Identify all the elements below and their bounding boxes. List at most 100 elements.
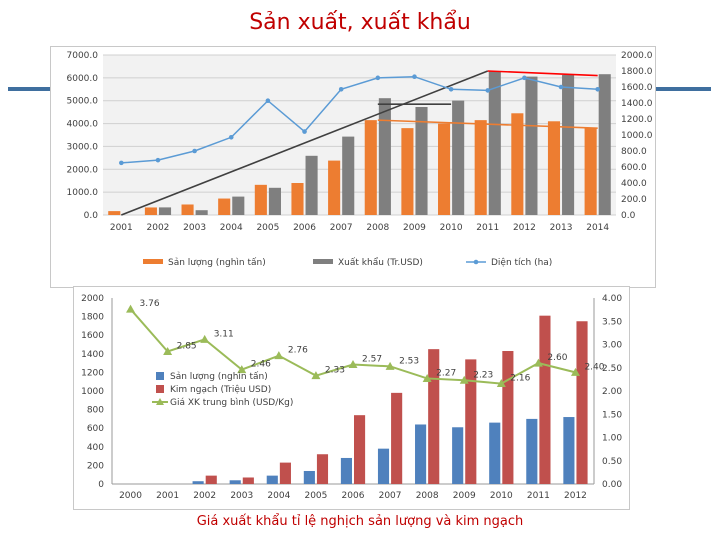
area-point bbox=[558, 84, 564, 90]
legend-marker bbox=[473, 259, 479, 265]
volume-bar bbox=[489, 422, 501, 484]
export-bar bbox=[378, 98, 391, 215]
export-bar bbox=[598, 74, 611, 215]
area-point bbox=[485, 88, 491, 93]
price-point bbox=[237, 365, 247, 374]
x-tick-label: 2011 bbox=[476, 223, 499, 233]
export-bar bbox=[452, 100, 465, 215]
price-data-label: 2.23 bbox=[473, 370, 493, 380]
area-point bbox=[228, 134, 234, 140]
price-point bbox=[274, 351, 284, 360]
x-tick-label: 2012 bbox=[564, 491, 587, 501]
value-bar bbox=[279, 462, 291, 484]
production-bar bbox=[511, 113, 524, 215]
price-point bbox=[533, 358, 543, 367]
area-point bbox=[302, 129, 307, 134]
y-right-tick-label: 0.50 bbox=[602, 457, 622, 467]
volume-bar bbox=[192, 481, 204, 484]
y-left-tick-label: 400 bbox=[87, 443, 104, 453]
y-right-tick-label: 3.00 bbox=[602, 341, 622, 351]
area-point bbox=[595, 86, 600, 92]
price-data-label: 3.76 bbox=[140, 299, 160, 309]
value-bar bbox=[205, 475, 217, 484]
peak-trend-line bbox=[487, 70, 598, 77]
volume-bar bbox=[266, 475, 278, 484]
x-tick-label: 2005 bbox=[256, 223, 279, 233]
price-data-label: 2.16 bbox=[510, 374, 530, 384]
volume-bar bbox=[526, 418, 538, 484]
legend-swatch bbox=[156, 372, 164, 380]
price-data-label: 2.85 bbox=[177, 341, 197, 351]
production-bar bbox=[291, 183, 304, 215]
production-bar bbox=[254, 184, 267, 215]
price-data-label: 2.27 bbox=[436, 368, 456, 378]
volume-bar bbox=[303, 470, 315, 484]
price-data-label: 2.57 bbox=[362, 354, 382, 364]
y-right-tick-label: 1400.0 bbox=[621, 99, 653, 109]
y-left-tick-label: 2000 bbox=[81, 294, 104, 304]
y-left-tick-label: 6000.0 bbox=[67, 74, 99, 84]
production-bar bbox=[364, 120, 377, 215]
area-point bbox=[412, 74, 417, 80]
x-tick-label: 2009 bbox=[453, 491, 476, 501]
production-trend-line bbox=[377, 119, 598, 129]
x-tick-label: 2007 bbox=[330, 223, 353, 233]
price-volume-chart-svg: 0 200 400 600 800 1000 1200 1400 1600 1800 2000 0.0… bbox=[81, 294, 622, 501]
export-bar bbox=[525, 76, 538, 215]
y-left-tick-label: 1800 bbox=[81, 313, 104, 323]
slide-title: Sản xuất, xuất khẩu bbox=[249, 10, 471, 35]
legend-label: Sản lượng (nghìn tấn) bbox=[168, 257, 266, 268]
y-right-tick-label: 800.0 bbox=[621, 147, 647, 157]
x-tick-label: 2001 bbox=[156, 491, 179, 501]
y-left-tick-label: 4000.0 bbox=[67, 120, 99, 130]
legend-swatch bbox=[313, 259, 333, 264]
volume-bar bbox=[229, 480, 241, 484]
x-tick-label: 2000 bbox=[119, 491, 142, 501]
x-tick-label: 2008 bbox=[366, 223, 389, 233]
price-data-label: 2.46 bbox=[251, 360, 271, 370]
export-trend-line bbox=[121, 70, 489, 216]
price-data-label: 3.11 bbox=[214, 329, 234, 339]
decorative-rule-right bbox=[645, 87, 711, 91]
x-tick-label: 2006 bbox=[293, 223, 316, 233]
value-bar bbox=[428, 349, 440, 484]
production-bar bbox=[181, 204, 194, 215]
area-series-line bbox=[121, 75, 598, 164]
price-point bbox=[200, 334, 210, 343]
legend-swatch bbox=[156, 385, 164, 393]
x-tick-label: 2006 bbox=[342, 491, 365, 501]
y-right-tick-label: 3.50 bbox=[602, 317, 622, 327]
price-point bbox=[459, 375, 469, 384]
y-right-tick-label: 1600.0 bbox=[621, 83, 653, 93]
price-volume-chart: 0 200 400 600 800 1000 1200 1400 1600 1800 2000 0.0… bbox=[73, 286, 630, 510]
x-tick-label: 2011 bbox=[527, 491, 550, 501]
x-tick-label: 2008 bbox=[416, 491, 439, 501]
export-bar bbox=[268, 187, 281, 215]
y-right-tick-label: 1200.0 bbox=[621, 115, 653, 125]
legend-label: Xuất khẩu (Tr.USD) bbox=[338, 257, 423, 268]
area-point bbox=[155, 157, 161, 163]
value-bar bbox=[316, 454, 329, 484]
y-right-tick-label: 2.00 bbox=[602, 387, 622, 397]
production-bar bbox=[584, 128, 597, 215]
legend-label: Kim ngạch (Triệu USD) bbox=[170, 384, 271, 395]
value-bar bbox=[539, 315, 551, 484]
production-bar bbox=[474, 120, 487, 215]
y-right-tick-label: 2.50 bbox=[602, 364, 622, 374]
area-point bbox=[338, 86, 344, 92]
volume-bar bbox=[452, 427, 464, 484]
x-tick-label: 2004 bbox=[267, 491, 290, 501]
y-left-tick-label: 2000.0 bbox=[67, 165, 99, 175]
value-bar bbox=[502, 351, 514, 484]
legend-marker bbox=[156, 398, 164, 405]
price-point bbox=[348, 359, 358, 368]
price-point bbox=[570, 367, 580, 376]
export-bar bbox=[488, 71, 501, 215]
y-right-tick-label: 1000.0 bbox=[621, 131, 653, 141]
production-bar bbox=[108, 211, 121, 215]
export-bar bbox=[195, 210, 208, 215]
x-tick-label: 2010 bbox=[440, 223, 463, 233]
legend-label: Giá XK trung bình (USD/Kg) bbox=[170, 398, 293, 408]
price-data-label: 2.60 bbox=[547, 353, 567, 363]
price-data-label: 2.40 bbox=[584, 362, 604, 372]
